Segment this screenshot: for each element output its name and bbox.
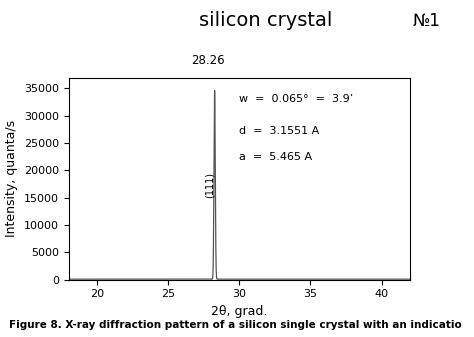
Text: a  =  5.465 A: a = 5.465 A xyxy=(239,152,312,162)
X-axis label: 2θ, grad.: 2θ, grad. xyxy=(211,305,267,318)
Text: №1: №1 xyxy=(413,12,441,30)
Text: silicon crystal: silicon crystal xyxy=(199,11,332,30)
Text: d  =  3.1551 A: d = 3.1551 A xyxy=(239,126,319,136)
Text: (111): (111) xyxy=(205,173,215,198)
Text: 28.26: 28.26 xyxy=(191,54,224,67)
Text: Figure 8. X-ray diffraction pattern of a silicon single crystal with an indicati: Figure 8. X-ray diffraction pattern of a… xyxy=(9,320,462,330)
Y-axis label: Intensity, quanta/s: Intensity, quanta/s xyxy=(5,120,18,237)
Text: w  =  0.065°  =  3.9’: w = 0.065° = 3.9’ xyxy=(239,94,354,104)
